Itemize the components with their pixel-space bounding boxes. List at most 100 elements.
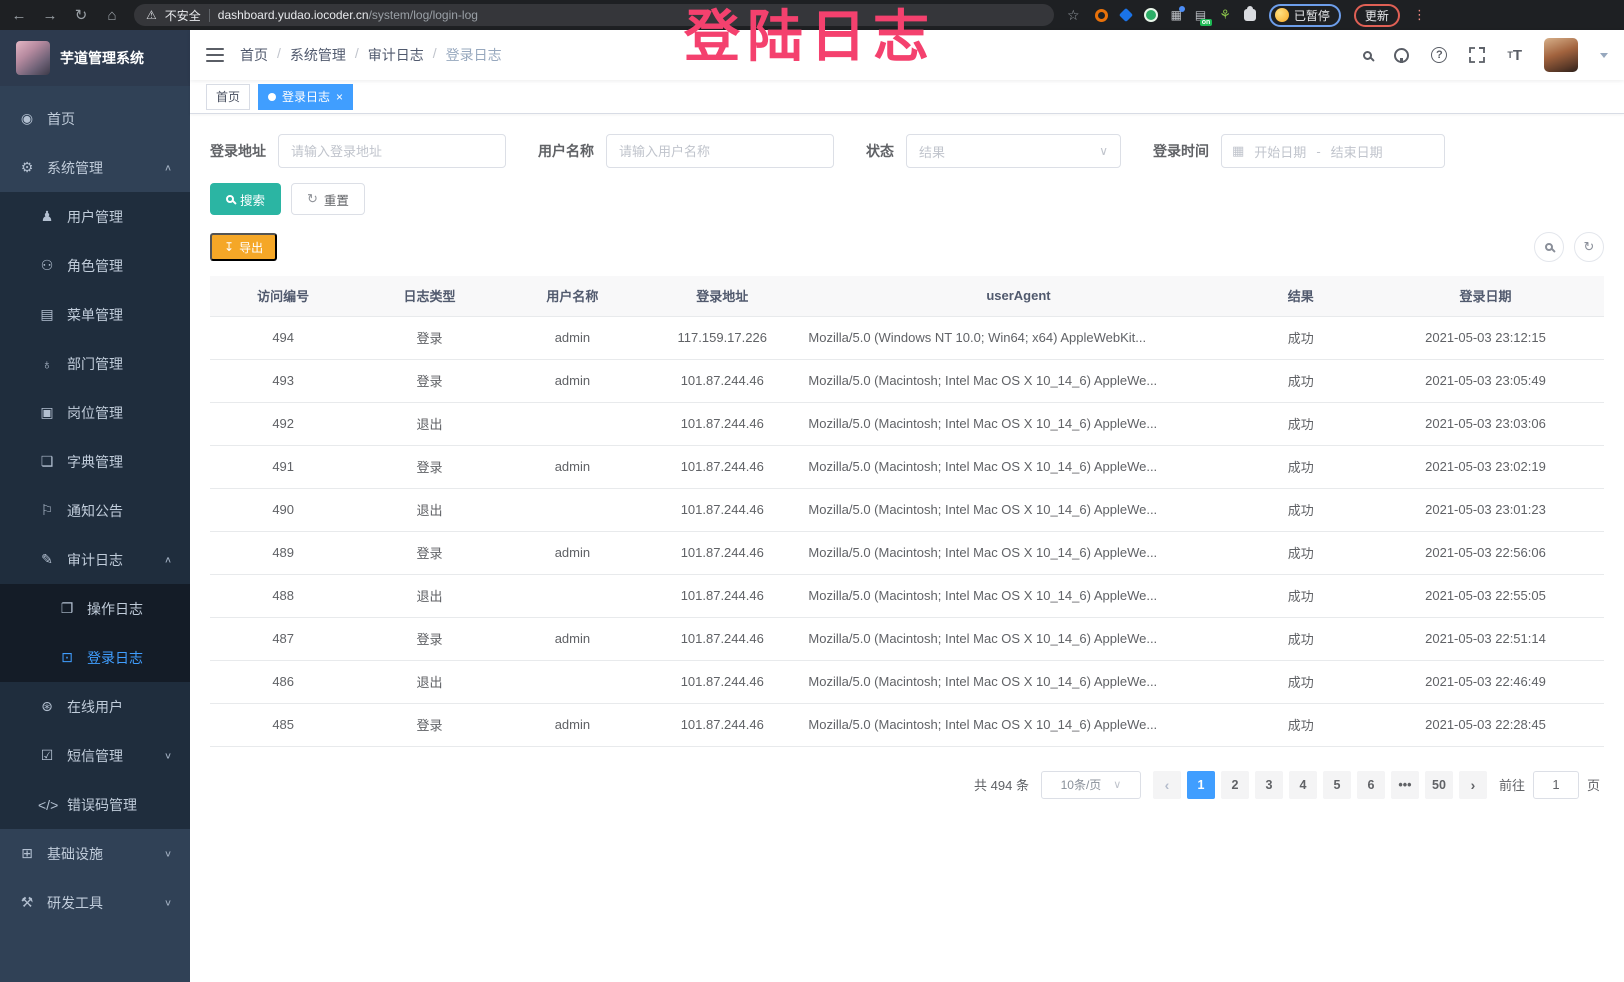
more-pages-button[interactable]: ••• bbox=[1390, 770, 1419, 799]
sidebar-item-notice-announcement[interactable]: ⚐ 通知公告 bbox=[0, 486, 190, 535]
table-cell: 485 bbox=[210, 703, 357, 747]
table-cell: 退出 bbox=[356, 402, 503, 446]
sidebar-item-label: 角色管理 bbox=[67, 257, 123, 274]
tree-icon: ♁ bbox=[41, 355, 53, 372]
close-icon[interactable]: × bbox=[336, 89, 344, 104]
page-button-6[interactable]: 6 bbox=[1356, 770, 1385, 799]
page-button-3[interactable]: 3 bbox=[1254, 770, 1283, 799]
tab-首页[interactable]: 首页 bbox=[206, 83, 251, 110]
extension-plant-icon[interactable]: ⚘ bbox=[1219, 7, 1231, 22]
sidebar-menu: ◉ 首页 ⚙ 系统管理 ∧ ♟ 用户管理 ⚇ 角色管理 ▤ 菜单管理 ♁ 部门管理 ▣ 岗位管理 ❏ 字典管理 ⚐… bbox=[0, 86, 190, 927]
breadcrumb-item[interactable]: 首页 bbox=[240, 47, 268, 63]
breadcrumb-separator: / bbox=[277, 45, 281, 61]
sidebar-item-online-users[interactable]: ⊛ 在线用户 bbox=[0, 682, 190, 731]
username-label: 用户名称 bbox=[538, 143, 594, 159]
table-header-row: 访问编号 日志类型 用户名称 登录地址 userAgent 结果 登录日期 bbox=[210, 276, 1604, 317]
goto-page-input[interactable] bbox=[1532, 770, 1579, 799]
breadcrumb-item[interactable]: 审计日志 bbox=[367, 47, 424, 63]
chevron-down-icon: ∨ bbox=[163, 849, 172, 859]
page-button-5[interactable]: 5 bbox=[1322, 770, 1351, 799]
extension-gem-icon[interactable] bbox=[1118, 7, 1133, 23]
extension-green-icon[interactable] bbox=[1143, 8, 1158, 22]
breadcrumb-item[interactable]: 系统管理 bbox=[289, 47, 346, 63]
login-time-range-picker[interactable]: ▦ 开始日期 - 结束日期 bbox=[1221, 134, 1445, 168]
reset-button[interactable]: ↻ 重置 bbox=[291, 183, 365, 215]
sidebar-item-home[interactable]: ◉ 首页 bbox=[0, 94, 190, 143]
tab-登录日志[interactable]: 登录日志 × bbox=[258, 83, 354, 110]
login-address-input[interactable] bbox=[278, 134, 506, 168]
hamburger-icon[interactable] bbox=[206, 48, 224, 62]
username-input[interactable] bbox=[606, 134, 834, 168]
table-cell: 成功 bbox=[1234, 617, 1367, 661]
sidebar-item-post-management[interactable]: ▣ 岗位管理 bbox=[0, 388, 190, 437]
table-cell: Mozilla/5.0 (Macintosh; Intel Mac OS X 1… bbox=[802, 531, 1235, 575]
help-icon[interactable] bbox=[1431, 47, 1448, 63]
next-page-button[interactable]: › bbox=[1458, 770, 1487, 799]
sidebar-item-dict-management[interactable]: ❏ 字典管理 bbox=[0, 437, 190, 486]
sidebar-logo-row[interactable]: 芋道管理系统 bbox=[0, 30, 190, 86]
dict-icon: ❏ bbox=[40, 453, 54, 469]
sidebar-item-role-management[interactable]: ⚇ 角色管理 bbox=[0, 241, 190, 290]
page-button-2[interactable]: 2 bbox=[1220, 770, 1249, 799]
browser-menu-icon[interactable]: ⋮ bbox=[1412, 7, 1426, 22]
table-cell bbox=[502, 488, 643, 532]
sidebar-item-audit-log[interactable]: ✎ 审计日志 ∧ bbox=[0, 535, 190, 584]
sidebar-item-system-management[interactable]: ⚙ 系统管理 ∧ bbox=[0, 143, 190, 192]
page-button-1[interactable]: 1 bbox=[1186, 770, 1215, 799]
not-secure-warning-icon: ⚠ bbox=[146, 8, 157, 22]
online-icon: ⊛ bbox=[41, 698, 53, 714]
table-cell: 登录 bbox=[356, 617, 503, 661]
sidebar-item-operation-log[interactable]: ❐ 操作日志 bbox=[0, 584, 190, 633]
peoples-icon: ⚇ bbox=[40, 257, 54, 273]
extension-paused-pill[interactable]: 已暂停 bbox=[1268, 3, 1341, 27]
page-size-select[interactable]: 10条/页 ∨ bbox=[1040, 770, 1141, 799]
status-select[interactable]: 结果 ∨ bbox=[906, 134, 1121, 168]
browser-reload-icon[interactable]: ↻ bbox=[74, 7, 88, 24]
sidebar-item-user-management[interactable]: ♟ 用户管理 bbox=[0, 192, 190, 241]
sidebar-item-sms-management[interactable]: ☑ 短信管理 ∨ bbox=[0, 731, 190, 780]
table-cell: 487 bbox=[210, 617, 357, 661]
sidebar-item-infrastructure[interactable]: ⊞ 基础设施 ∨ bbox=[0, 829, 190, 878]
sidebar-item-menu-management[interactable]: ▤ 菜单管理 bbox=[0, 290, 190, 339]
table-row: 494 登录 admin 117.159.17.226 Mozilla/5.0 (Win… bbox=[210, 316, 1604, 360]
not-secure-label: 不安全 bbox=[164, 8, 201, 23]
refresh-table-button[interactable]: ↻ bbox=[1574, 232, 1604, 262]
extensions-puzzle-icon[interactable] bbox=[1243, 6, 1256, 21]
sidebar-item-login-log[interactable]: ⊡ 登录日志 bbox=[0, 633, 190, 682]
breadcrumb-separator: / bbox=[432, 45, 437, 61]
page-button-50[interactable]: 50 bbox=[1424, 770, 1453, 799]
github-icon[interactable] bbox=[1394, 47, 1410, 63]
avatar[interactable] bbox=[1544, 38, 1578, 72]
export-button[interactable]: ↧ 导出 bbox=[210, 233, 278, 261]
sidebar-item-dev-tools[interactable]: ⚒ 研发工具 ∨ bbox=[0, 878, 190, 927]
bookmark-star-icon[interactable]: ☆ bbox=[1067, 6, 1080, 23]
browser-forward-icon[interactable]: → bbox=[42, 6, 58, 24]
browser-home-icon[interactable]: ⌂ bbox=[107, 6, 117, 24]
search-icon[interactable] bbox=[1363, 50, 1373, 60]
table-row: 485 登录 admin 101.87.244.46 Mozilla/5.0 (Maci… bbox=[210, 703, 1604, 747]
sidebar-item-error-code-management[interactable]: </> 错误码管理 bbox=[0, 780, 190, 829]
toggle-search-button[interactable] bbox=[1534, 232, 1564, 262]
goto-label: 前往 bbox=[1498, 778, 1525, 793]
extension-grid-icon[interactable]: ▦ bbox=[1171, 6, 1185, 22]
pager: ‹ 1 2 3 4 5 6 ••• 50 › bbox=[1152, 770, 1487, 799]
prev-page-button[interactable]: ‹ bbox=[1152, 770, 1181, 799]
sidebar-item-label: 用户管理 bbox=[67, 208, 123, 225]
table-cell: 101.87.244.46 bbox=[642, 574, 803, 618]
chevron-down-icon[interactable] bbox=[1600, 52, 1608, 58]
extension-orange-icon[interactable] bbox=[1094, 8, 1108, 22]
table-row: 488 退出 101.87.244.46 Mozilla/5.0 (Macintosh… bbox=[210, 574, 1604, 618]
page-button-4[interactable]: 4 bbox=[1288, 770, 1317, 799]
url-host: dashboard.yudao.iocoder.cn bbox=[217, 8, 369, 22]
address-bar[interactable]: ⚠ 不安全 dashboard.yudao.iocoder.cn/system/… bbox=[134, 4, 1054, 26]
extension-list-on-icon[interactable]: ▤ on bbox=[1194, 8, 1213, 26]
sidebar-item-dept-management[interactable]: ♁ 部门管理 bbox=[0, 339, 190, 388]
sidebar-item-label: 审计日志 bbox=[67, 551, 123, 568]
search-button[interactable]: 搜索 bbox=[210, 183, 282, 215]
fullscreen-icon[interactable] bbox=[1469, 47, 1486, 63]
browser-back-icon[interactable]: ← bbox=[11, 6, 27, 24]
browser-update-pill[interactable]: 更新 bbox=[1353, 3, 1400, 27]
column-header: 登录日期 bbox=[1366, 276, 1604, 317]
